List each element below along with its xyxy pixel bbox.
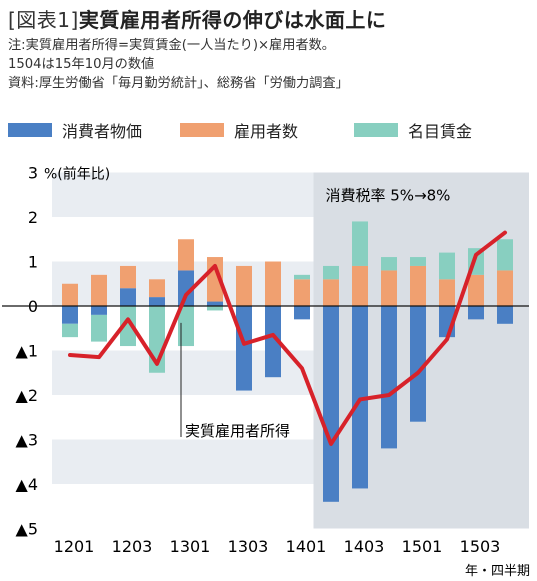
bar-employees: [178, 239, 194, 271]
bar-employees: [62, 283, 78, 306]
y-tick-label: ▲3: [16, 431, 38, 450]
bar-nominal-wage: [91, 314, 107, 342]
bar-nominal-wage: [323, 265, 339, 280]
bar-consumer-prices: [207, 301, 223, 306]
x-tick-label: 1503: [460, 537, 501, 556]
y-tick-label: ▲1: [16, 342, 38, 361]
bar-nominal-wage: [178, 306, 194, 347]
legend-label-nominal-wage: 名目賃金: [408, 122, 473, 141]
x-tick-label: 1501: [402, 537, 443, 556]
x-tick-label: 1303: [228, 537, 269, 556]
shaded-region-label: 消費税率 5%→8%: [326, 187, 451, 205]
legend-label-consumer-prices: 消費者物価: [62, 122, 143, 141]
bar-consumer-prices: [497, 306, 513, 324]
legend-item-nominal-wage: 名目賃金: [354, 118, 472, 142]
bar-consumer-prices: [149, 297, 165, 306]
bar-consumer-prices: [468, 306, 484, 320]
y-tick-label: ▲5: [16, 520, 38, 539]
x-tick-label: 1301: [170, 537, 211, 556]
bar-employees: [468, 274, 484, 306]
bar-nominal-wage: [352, 221, 368, 266]
x-tick-label: 1201: [54, 537, 95, 556]
figure-note-2: 1504は15年10月の数値: [8, 57, 155, 72]
bar-employees: [352, 265, 368, 306]
bar-nominal-wage: [207, 306, 223, 311]
x-tick-label: 1403: [344, 537, 385, 556]
bar-nominal-wage: [439, 252, 455, 280]
bar-nominal-wage: [497, 239, 513, 271]
bar-consumer-prices: [265, 306, 281, 378]
bar-consumer-prices: [62, 306, 78, 324]
bar-employees: [323, 279, 339, 306]
bar-consumer-prices: [120, 288, 136, 306]
bar-employees: [410, 265, 426, 306]
x-axis-unit: 年・四半期: [465, 564, 530, 579]
bar-employees: [497, 270, 513, 306]
figure-source: 資料:厚生労働省「毎月勤労統計」、総務省「労働力調査」: [8, 76, 349, 91]
legend-label-employees: 雇用者数: [234, 122, 299, 141]
bar-nominal-wage: [381, 257, 397, 271]
y-tick-label: 1: [28, 253, 38, 272]
legend-item-consumer-prices: 消費者物価: [8, 118, 142, 142]
y-tick-label: ▲2: [16, 386, 38, 405]
figure-note: 注:実質雇用者所得=実質賃金(一人当たり)×雇用者数。: [8, 38, 335, 53]
bar-consumer-prices: [236, 306, 252, 391]
legend-item-employees: 雇用者数: [180, 118, 298, 142]
bar-consumer-prices: [178, 270, 194, 306]
bar-consumer-prices: [352, 306, 368, 489]
bar-consumer-prices: [381, 306, 397, 449]
bar-employees: [149, 279, 165, 298]
bar-consumer-prices: [323, 306, 339, 502]
y-tick-label: ▲4: [16, 475, 38, 494]
y-axis-unit: %(前年比): [44, 166, 110, 183]
bar-employees: [439, 279, 455, 306]
y-tick-label: 3: [28, 164, 38, 183]
bar-nominal-wage: [410, 257, 426, 266]
bar-employees: [236, 265, 252, 306]
line-real-income: [68, 230, 507, 446]
figure-title-text: 実質雇用者所得の伸びは水面上に: [78, 8, 387, 32]
callout-label: 実質雇用者所得: [185, 422, 290, 440]
bar-employees: [381, 270, 397, 306]
x-tick-label: 1401: [286, 537, 327, 556]
bar-employees: [91, 274, 107, 306]
bar-nominal-wage: [62, 323, 78, 338]
figure-tag: [図表1]: [8, 8, 79, 32]
legend-swatch-employees: [180, 123, 224, 137]
y-tick-label: 2: [28, 208, 38, 227]
legend-swatch-consumer-prices: [8, 123, 52, 137]
bar-nominal-wage: [294, 274, 310, 280]
bar-consumer-prices: [294, 306, 310, 320]
chart-legend: 消費者物価 雇用者数 名目賃金: [8, 118, 537, 142]
bar-nominal-wage: [120, 306, 136, 347]
bar-employees: [265, 261, 281, 306]
legend-swatch-nominal-wage: [354, 123, 398, 137]
bar-employees: [120, 265, 136, 289]
bar-employees: [294, 279, 310, 306]
x-tick-label: 1203: [112, 537, 153, 556]
figure-title: [図表1]実質雇用者所得の伸びは水面上に: [8, 4, 386, 33]
bar-consumer-prices: [91, 306, 107, 315]
bar-consumer-prices: [410, 306, 426, 422]
